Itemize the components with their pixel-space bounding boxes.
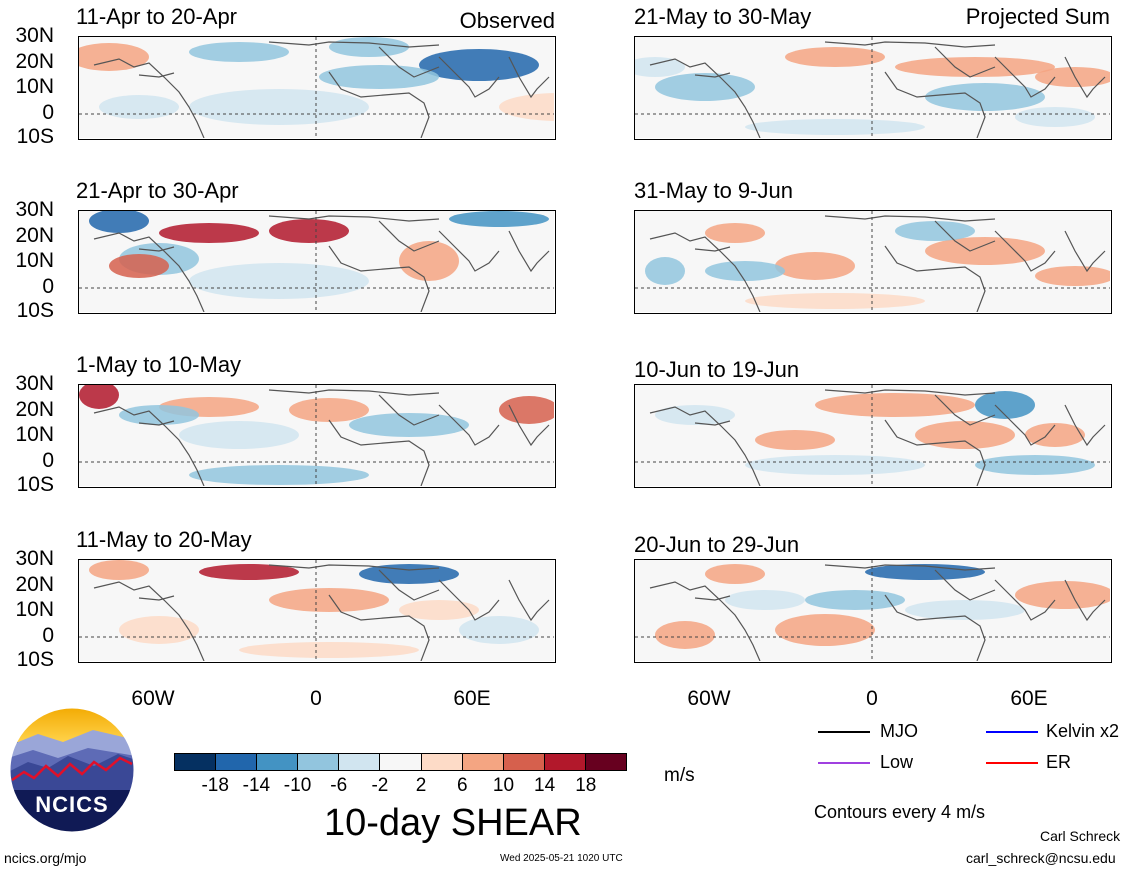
lat-label-row1-0: 30N (15, 24, 54, 47)
lat-label-row1-2: 10N (15, 75, 54, 98)
site-link[interactable]: ncics.org/mjo (4, 850, 87, 866)
colorbar-swatch (175, 754, 216, 770)
colorbar-swatch (461, 754, 503, 770)
panel-title-6: 31-May to 9-Jun (634, 178, 793, 203)
units-label: m/s (664, 765, 695, 786)
colorbar-tick-label: 14 (534, 775, 556, 796)
lon-label-60e-right: 60E (1010, 687, 1048, 710)
contours-note: Contours every 4 m/s (814, 802, 986, 822)
lat-label-row3-1: 20N (15, 398, 54, 421)
lon-label-60w-right: 60W (687, 687, 731, 710)
lat-label-row4-3: 0 (42, 624, 54, 647)
lat-label-row2-3: 0 (42, 275, 54, 298)
observed-label: Observed (459, 8, 555, 33)
author-name: Carl Schreck (1040, 828, 1121, 844)
lat-label-row3-3: 0 (42, 449, 54, 472)
mjo-legend-label: MJO (880, 721, 918, 741)
colorbar-tick-label: 2 (415, 775, 427, 796)
er-legend-line (986, 762, 1038, 764)
lat-label-row4-4: 10S (16, 648, 54, 671)
panel-title-3: 1-May to 10-May (76, 352, 242, 377)
colorbar-tick-label: -14 (242, 775, 271, 796)
colorbar-title: 10-day SHEAR (324, 802, 582, 844)
panel-title-5: 21-May to 30-May (634, 4, 812, 29)
er-legend-label: ER (1046, 752, 1072, 772)
panel-title-1: 11-Apr to 20-Apr (76, 4, 238, 29)
lat-label-row2-4: 10S (16, 299, 54, 322)
lat-label-row2-2: 10N (15, 249, 54, 272)
map-panel-obs-2 (78, 210, 556, 314)
lat-label-row2-1: 20N (15, 224, 54, 247)
logo-text: NCICS (35, 792, 109, 817)
lat-label-row4-0: 30N (15, 547, 54, 570)
timestamp: Wed 2025-05-21 1020 UTC (500, 853, 623, 864)
lon-label-60w-left: 60W (131, 687, 175, 710)
lat-label-row4-1: 20N (15, 573, 54, 596)
low-legend-label: Low (880, 752, 914, 772)
map-panel-obs-4 (78, 559, 556, 663)
colorbar-tick-label: 10 (492, 775, 515, 796)
colorbar-swatch (256, 754, 298, 770)
map-panel-proj-2 (634, 210, 1112, 314)
colorbar-swatch (379, 754, 421, 770)
colorbar-tick-label: -10 (283, 775, 312, 796)
map-panel-obs-1 (78, 36, 556, 140)
mjo-legend-line (818, 731, 870, 733)
low-legend-line (818, 762, 870, 764)
lon-label-0-right: 0 (866, 687, 878, 710)
colorbar-tick-label: -6 (330, 775, 348, 796)
colorbar-swatch (584, 754, 627, 770)
lat-label-row1-3: 0 (42, 101, 54, 124)
colorbar-tick-label: -18 (201, 775, 229, 796)
lat-label-row3-0: 30N (15, 372, 54, 395)
lat-label-row2-0: 30N (15, 198, 54, 221)
colorbar-swatch (502, 754, 544, 770)
lon-label-60e-left: 60E (453, 687, 491, 710)
lat-label-row3-2: 10N (15, 423, 54, 446)
map-panel-obs-3 (78, 384, 556, 488)
colorbar (174, 753, 627, 771)
colorbar-swatch (543, 754, 585, 770)
panel-title-4: 11-May to 20-May (76, 527, 252, 552)
lat-label-row3-4: 10S (16, 473, 54, 496)
author-email[interactable]: carl_schreck@ncsu.edu (966, 850, 1116, 866)
colorbar-swatch (297, 754, 339, 770)
colorbar-swatch (338, 754, 380, 770)
map-panel-proj-4 (634, 559, 1112, 663)
projected-label: Projected Sum (965, 4, 1110, 29)
colorbar-tick-label: -2 (371, 775, 389, 796)
panel-title-2: 21-Apr to 30-Apr (76, 178, 239, 203)
panel-title-8: 20-Jun to 29-Jun (634, 532, 800, 557)
map-panel-proj-3 (634, 384, 1112, 488)
colorbar-tick-label: 6 (456, 775, 468, 796)
kelvin-legend-line (986, 731, 1038, 733)
lat-label-row4-2: 10N (15, 598, 54, 621)
lon-label-0-left: 0 (310, 687, 322, 710)
colorbar-swatch (420, 754, 462, 770)
kelvin-legend-label: Kelvin x2 (1046, 721, 1120, 741)
panel-title-7: 10-Jun to 19-Jun (634, 357, 800, 382)
ncics-logo: NCICS (8, 706, 136, 834)
colorbar-tick-label: 18 (575, 775, 597, 796)
lat-label-row1-4: 10S (16, 125, 54, 148)
map-panel-proj-1 (634, 36, 1112, 140)
lat-label-row1-1: 20N (15, 50, 54, 73)
colorbar-swatch (215, 754, 257, 770)
